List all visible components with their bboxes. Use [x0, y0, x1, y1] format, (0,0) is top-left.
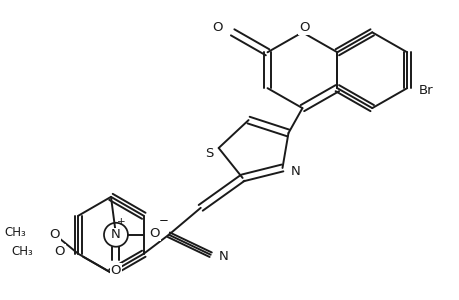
Text: O: O [55, 245, 65, 258]
Text: S: S [205, 148, 213, 160]
Text: N: N [290, 165, 300, 178]
Text: +: + [117, 217, 125, 227]
Text: CH₃: CH₃ [5, 226, 26, 239]
Text: O: O [111, 264, 121, 277]
Text: O: O [298, 21, 309, 34]
Text: N: N [218, 250, 228, 263]
Text: CH₃: CH₃ [11, 245, 33, 258]
Text: O: O [49, 228, 59, 241]
Text: −: − [158, 214, 168, 227]
Text: Br: Br [418, 84, 433, 97]
Text: N: N [111, 228, 121, 241]
Text: O: O [149, 227, 160, 240]
Text: O: O [212, 21, 222, 34]
